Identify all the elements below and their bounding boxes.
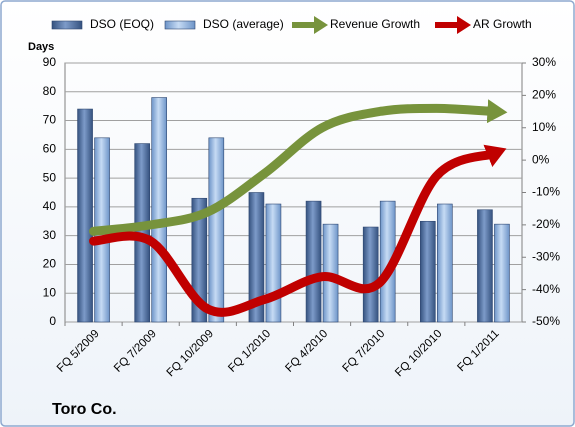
- legend-swatch: [314, 16, 328, 34]
- y2-tick-label: -30%: [532, 249, 560, 263]
- y2-tick-label: 20%: [532, 88, 556, 102]
- y-tick-label: 10: [43, 285, 57, 299]
- y-tick-label: 40: [43, 199, 57, 213]
- y-axis-label: Days: [28, 41, 54, 53]
- y2-tick-label: 0%: [532, 152, 550, 166]
- y2-tick-label: -10%: [532, 185, 560, 199]
- line: [89, 99, 508, 236]
- y2-tick-label: -40%: [532, 282, 560, 296]
- bar: [362, 226, 379, 323]
- y-tick-label: 30: [43, 228, 57, 242]
- legend-swatch: [164, 20, 196, 30]
- legend-label: DSO (average): [203, 17, 284, 31]
- bar: [494, 223, 510, 323]
- legend-label: Revenue Growth: [330, 17, 420, 31]
- y2-tick-label: -20%: [532, 217, 560, 231]
- bar: [420, 220, 436, 323]
- bar: [191, 197, 208, 323]
- y-tick-label: 0: [49, 314, 56, 328]
- bar: [477, 209, 493, 323]
- bar: [248, 192, 265, 323]
- y2-tick-label: 10%: [532, 120, 556, 134]
- y-tick-label: 20: [43, 257, 57, 271]
- y-tick-label: 70: [43, 113, 57, 127]
- bar: [265, 203, 282, 323]
- y-tick-label: 90: [43, 55, 57, 69]
- y-tick-label: 80: [43, 84, 57, 98]
- bar: [437, 203, 453, 323]
- bar: [151, 97, 167, 323]
- legend-swatch: [457, 16, 471, 34]
- y-tick-label: 60: [43, 142, 57, 156]
- bar: [305, 200, 322, 323]
- bar: [208, 137, 225, 323]
- line: [89, 144, 507, 317]
- y-tick-label: 50: [43, 170, 57, 184]
- y2-tick-label: 30%: [532, 55, 556, 69]
- legend-label: AR Growth: [473, 17, 532, 31]
- legend-swatch: [51, 20, 83, 30]
- y2-tick-label: -50%: [532, 314, 560, 328]
- bar: [77, 108, 93, 323]
- legend-label: DSO (EOQ): [90, 17, 154, 31]
- chart-title: Toro Co.: [52, 401, 117, 418]
